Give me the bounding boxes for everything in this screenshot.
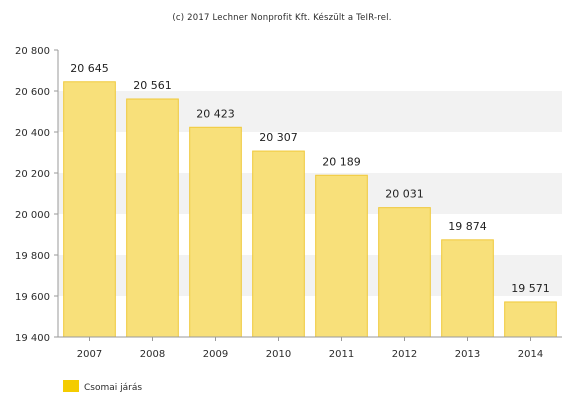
- data-label-2014: 19 571: [511, 282, 550, 295]
- x-tick-label-2010: 2010: [266, 349, 291, 360]
- x-tick-label-2008: 2008: [140, 349, 165, 360]
- x-tick-label-2014: 2014: [518, 349, 543, 360]
- bars: [63, 81, 557, 338]
- bar-2014: [504, 301, 557, 338]
- x-tick-label-2007: 2007: [77, 349, 102, 360]
- x-axis-ticks: 2007 2008 2009 2010 2011 2012 2013 2014: [77, 337, 543, 360]
- y-tick-label: 19 800: [15, 251, 50, 262]
- legend: Csomai járás: [63, 380, 142, 393]
- y-axis-ticks: 19 400 19 600 19 800 20 000 20 200 20 400 20 6…: [15, 46, 58, 344]
- x-tick-label-2012: 2012: [392, 349, 417, 360]
- x-tick-label-2009: 2009: [203, 349, 228, 360]
- data-label-2010: 20 307: [259, 131, 298, 144]
- y-tick-label: 20 200: [15, 169, 50, 180]
- data-label-2009: 20 423: [196, 107, 235, 120]
- y-tick-label: 19 400: [15, 333, 50, 344]
- data-label-2011: 20 189: [322, 155, 361, 168]
- copyright-text: (c) 2017 Lechner Nonprofit Kft. Készült …: [172, 12, 391, 23]
- bar-2010: [252, 150, 305, 338]
- bar-2008: [126, 98, 179, 338]
- y-tick-label: 19 600: [15, 292, 50, 303]
- bar-2011: [315, 174, 368, 338]
- x-tick-label-2013: 2013: [455, 349, 480, 360]
- legend-label: Csomai járás: [84, 383, 142, 393]
- data-label-2007: 20 645: [70, 62, 109, 75]
- bar-2012: [378, 207, 431, 338]
- bar-2013: [441, 239, 494, 338]
- x-tick-label-2011: 2011: [329, 349, 354, 360]
- legend-swatch: [63, 380, 79, 392]
- y-tick-label: 20 400: [15, 128, 50, 139]
- bar-2007: [63, 81, 116, 338]
- axes: [57, 50, 562, 338]
- y-tick-label: 20 000: [15, 210, 50, 221]
- data-label-2012: 20 031: [385, 188, 424, 201]
- data-label-2013: 19 874: [448, 220, 487, 233]
- y-tick-label: 20 600: [15, 87, 50, 98]
- data-label-2008: 20 561: [133, 79, 172, 92]
- data-labels: 20 645 20 561 20 423 20 307 20 189 20 031 19 8…: [70, 62, 550, 295]
- y-tick-label: 20 800: [15, 46, 50, 57]
- bar-2009: [189, 126, 242, 338]
